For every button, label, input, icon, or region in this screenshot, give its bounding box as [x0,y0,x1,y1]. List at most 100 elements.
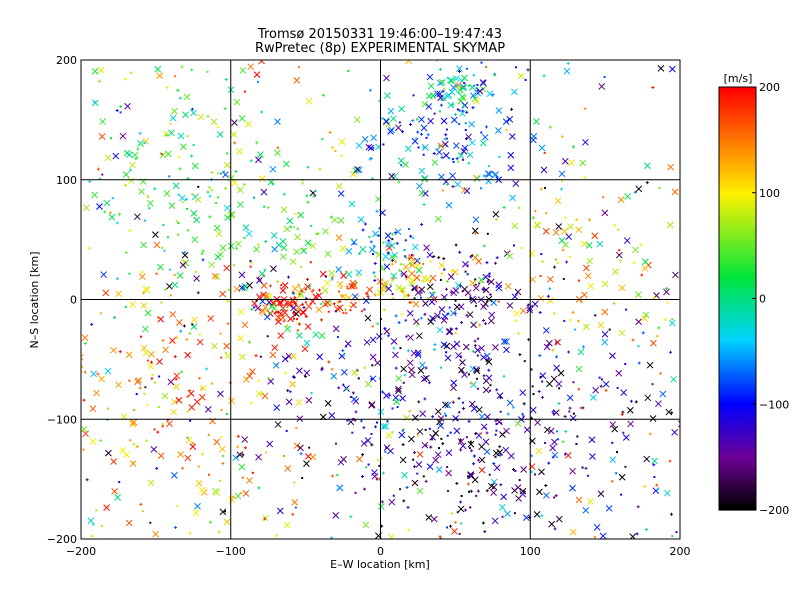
scatter-point [285,429,288,432]
scatter-point [494,455,497,458]
scatter-point [186,436,189,439]
scatter-point [219,508,227,516]
scatter-point [123,451,130,459]
scatter-point [446,434,449,437]
scatter-point [261,392,269,400]
scatter-point [510,107,514,111]
scatter-point [537,294,545,302]
scatter-point [526,306,534,314]
scatter-point [169,311,177,318]
scatter-point [472,284,480,292]
scatter-point [553,527,557,531]
scatter-point [457,152,465,159]
scatter-point [522,583,528,589]
colorbar-segment [719,453,756,457]
scatter-point [445,299,448,302]
scatter-point [404,239,407,242]
scatter-point [438,173,445,181]
scatter-point [518,479,521,482]
scatter-point [223,342,231,350]
scatter-point [346,419,349,422]
scatter-point [641,315,648,322]
scatter-point [157,452,165,460]
scatter-point [653,296,657,300]
scatter-point [232,454,240,462]
scatter-point [87,517,95,525]
scatter-point [529,406,537,414]
scatter-point [464,270,467,273]
scatter-point [241,436,249,443]
scatter-point [444,414,447,417]
colorbar-segment [719,213,756,217]
scatter-point [275,534,279,538]
colorbar-segment [719,480,756,484]
scatter-point [129,71,133,75]
scatter-point [540,514,544,518]
colorbar-segment [719,114,756,118]
scatter-point [435,147,439,151]
scatter-point [340,293,347,300]
scatter-point [250,401,253,404]
scatter-point [459,359,466,366]
scatter-point [582,345,586,349]
scatter-point [88,180,92,184]
scatter-point [551,438,558,446]
scatter-point [543,151,546,154]
scatter-point [177,132,185,140]
scatter-point [415,266,423,274]
scatter-point [484,322,488,326]
scatter-point [305,302,313,310]
scatter-point [568,406,572,410]
scatter-point [111,197,114,200]
colorbar-segment [719,501,756,505]
scatter-point [586,257,594,265]
colorbar-segment [719,267,756,271]
scatter-point [531,216,535,220]
scatter-point [466,475,469,478]
scatter-point [459,84,467,92]
scatter-point [298,322,302,326]
scatter-point [279,287,287,294]
colorbar-tick-label: −100 [759,398,789,411]
scatter-point [351,391,355,395]
scatter-point [615,251,623,259]
scatter-point [284,325,291,333]
scatter-point [442,401,449,409]
colorbar-segment [719,339,756,343]
scatter-point [413,582,416,585]
scatter-point [492,344,499,351]
scatter-point [150,377,153,380]
scatter-point [244,559,247,562]
scatter-point [552,409,560,417]
scatter-point [227,288,231,292]
scatter-point [486,232,489,235]
scatter-point [125,519,133,527]
scatter-point [432,254,436,258]
colorbar-segment [719,120,756,124]
scatter-point [601,209,609,217]
scatter-point [541,380,544,383]
scatter-point [323,279,331,287]
x-axis-ticks: −200 −100 0 100 200 [66,545,691,558]
scatter-point [332,325,340,333]
colorbar-segment [719,252,756,256]
scatter-point [208,215,212,219]
scatter-point [504,510,511,518]
scatter-point [340,368,348,376]
colorbar-segment [719,333,756,337]
colorbar-segment [719,129,756,133]
scatter-point [184,454,192,462]
scatter-point [434,408,442,415]
scatter-point [369,336,377,344]
scatter-point [579,406,582,409]
scatter-point [528,250,536,257]
scatter-point [238,115,246,122]
scatter-point [318,332,326,340]
scatter-point [296,332,303,339]
scatter-point [504,282,512,290]
colorbar-segment [719,471,756,475]
scatter-point [450,309,457,317]
scatter-point [134,157,138,161]
scatter-point [439,366,442,369]
scatter-point [437,94,444,102]
